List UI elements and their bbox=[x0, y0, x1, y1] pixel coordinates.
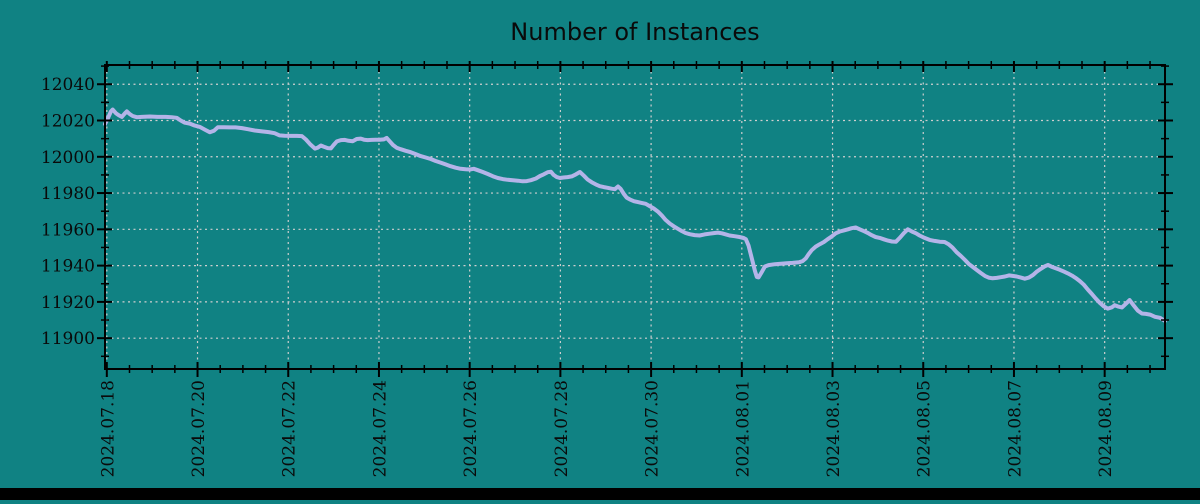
x-tick-label: 2024.08.01 bbox=[733, 380, 753, 477]
x-tick-label: 2024.07.20 bbox=[189, 380, 209, 477]
y-tick-label: 11920 bbox=[41, 293, 95, 313]
y-tick-label: 11900 bbox=[41, 329, 95, 349]
x-tick-label: 2024.08.07 bbox=[1005, 380, 1025, 477]
x-tick-label: 2024.07.18 bbox=[98, 380, 118, 477]
y-tick-label: 11940 bbox=[41, 257, 95, 277]
x-tick-label: 2024.07.28 bbox=[552, 380, 572, 477]
y-tick-label: 11980 bbox=[41, 184, 95, 204]
chart-title: Number of Instances bbox=[510, 18, 759, 46]
x-tick-label: 2024.07.26 bbox=[461, 380, 481, 477]
data-line-instances bbox=[103, 107, 1167, 323]
plot-border bbox=[104, 64, 1166, 370]
x-tick-label: 2024.07.24 bbox=[370, 380, 390, 477]
x-tick-label: 2024.08.05 bbox=[915, 380, 935, 477]
y-tick-label: 12040 bbox=[41, 75, 95, 95]
x-tick-label: 2024.07.30 bbox=[643, 380, 663, 477]
y-tick-label: 12000 bbox=[41, 148, 95, 168]
y-tick-label: 12020 bbox=[41, 112, 95, 132]
y-tick-label: 11960 bbox=[41, 220, 95, 240]
bottom-bar bbox=[0, 488, 1200, 500]
x-tick-label: 2024.08.09 bbox=[1096, 380, 1116, 477]
x-tick-label: 2024.08.03 bbox=[824, 380, 844, 477]
x-tick-label: 2024.07.22 bbox=[280, 380, 300, 477]
chart-generated-layer: 11900 11920 11940 11960 11980 12000 12020 12040… bbox=[0, 61, 1200, 500]
